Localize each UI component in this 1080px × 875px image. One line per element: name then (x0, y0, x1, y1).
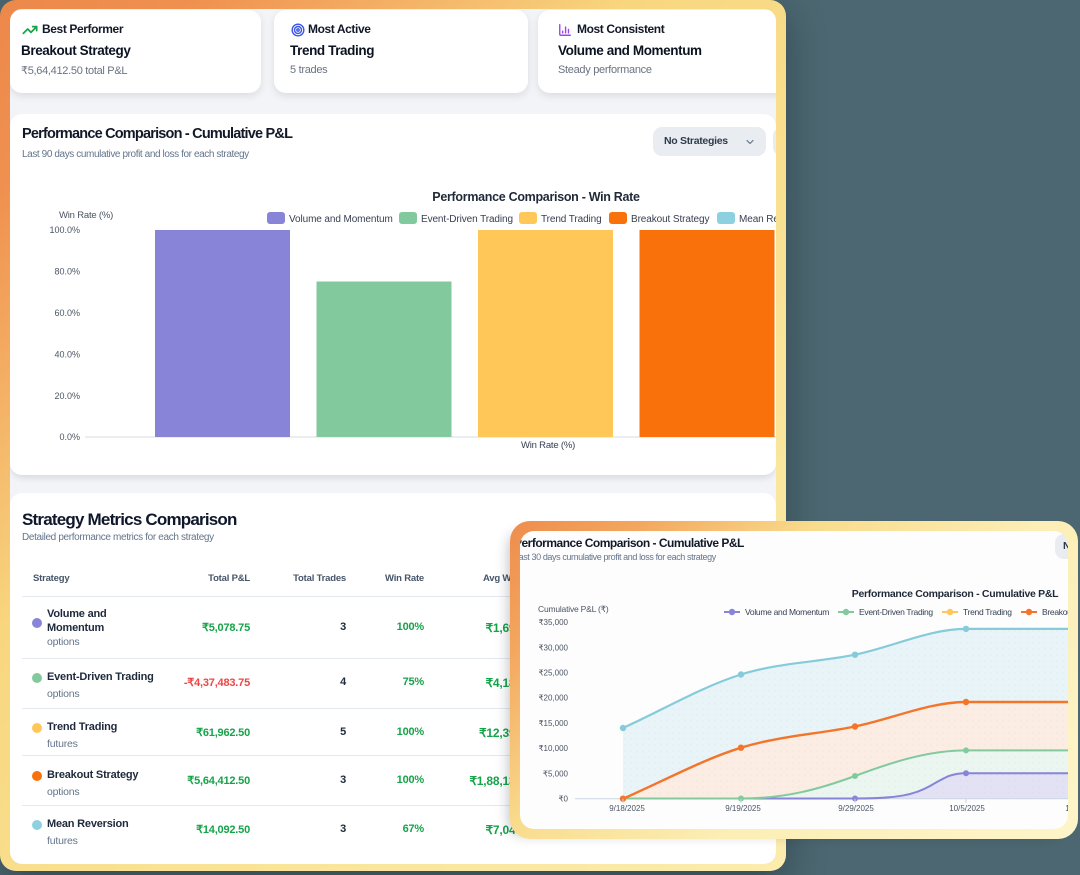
svg-text:Volume and Momentum: Volume and Momentum (745, 607, 829, 617)
svg-text:40.0%: 40.0% (54, 349, 80, 359)
svg-text:Performance Comparison - Win R: Performance Comparison - Win Rate (432, 190, 640, 204)
svg-text:Breakout Strategy: Breakout Strategy (1042, 607, 1068, 617)
svg-text:100.0%: 100.0% (49, 225, 80, 235)
svg-text:60.0%: 60.0% (54, 308, 80, 318)
svg-text:Volume and Momentum: Volume and Momentum (289, 214, 393, 225)
svg-text:20.0%: 20.0% (54, 391, 80, 401)
svg-text:Event-Driven Trading: Event-Driven Trading (859, 607, 933, 617)
svg-text:Trend Trading: Trend Trading (541, 214, 602, 225)
svg-text:80.0%: 80.0% (54, 267, 80, 277)
svg-text:₹0: ₹0 (558, 795, 568, 804)
svg-text:Performance Comparison - Cumul: Performance Comparison - Cumulative P&L (852, 588, 1059, 600)
svg-text:Cumulative P&L (₹): Cumulative P&L (₹) (538, 604, 609, 614)
svg-text:Event-Driven Trading: Event-Driven Trading (421, 214, 513, 225)
svg-text:₹35,000: ₹35,000 (538, 618, 568, 627)
svg-text:₹10,000: ₹10,000 (538, 744, 568, 753)
svg-text:Trend Trading: Trend Trading (963, 607, 1012, 617)
svg-text:Breakout Strategy: Breakout Strategy (631, 214, 709, 225)
svg-text:9/19/2025: 9/19/2025 (725, 804, 761, 813)
svg-text:10/6/2025: 10/6/2025 (1065, 804, 1068, 813)
svg-text:₹5,000: ₹5,000 (543, 770, 569, 779)
svg-text:9/18/2025: 9/18/2025 (609, 804, 645, 813)
svg-text:₹25,000: ₹25,000 (538, 669, 568, 678)
svg-text:9/29/2025: 9/29/2025 (838, 804, 874, 813)
svg-text:₹20,000: ₹20,000 (538, 694, 568, 703)
svg-text:₹30,000: ₹30,000 (538, 643, 568, 652)
svg-text:Win Rate (%): Win Rate (%) (521, 440, 575, 451)
svg-text:10/5/2025: 10/5/2025 (949, 804, 985, 813)
svg-text:0.0%: 0.0% (59, 432, 80, 442)
svg-text:Win Rate (%): Win Rate (%) (59, 210, 113, 221)
svg-text:Mean Reversion: Mean Reversion (739, 214, 776, 225)
svg-text:₹15,000: ₹15,000 (538, 719, 568, 728)
